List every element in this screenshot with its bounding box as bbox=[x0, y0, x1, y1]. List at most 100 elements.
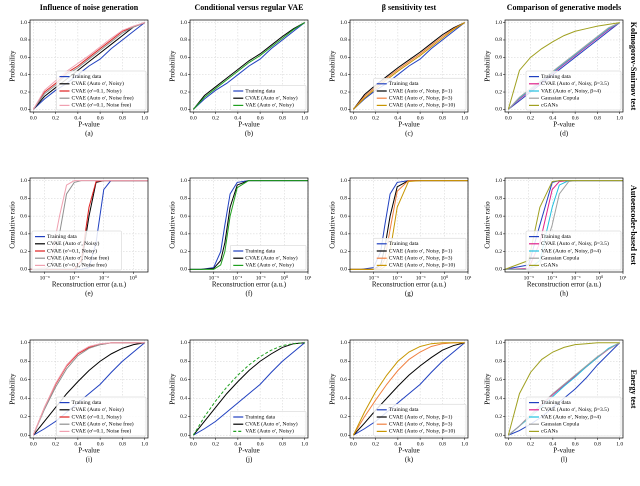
panel-label: (b) bbox=[245, 130, 254, 138]
x-axis-label: P-value bbox=[238, 121, 259, 129]
legend-label: Training data bbox=[389, 241, 419, 247]
legend-box bbox=[230, 411, 307, 437]
x-tick-label: 1.0 bbox=[141, 441, 148, 447]
y-axis-label: Probability bbox=[484, 373, 492, 405]
x-tick-label: 0.8 bbox=[439, 115, 446, 121]
series-line bbox=[32, 342, 145, 436]
y-axis-label: Probability bbox=[9, 373, 17, 405]
legend-box bbox=[525, 230, 622, 271]
x-tick-label: 10⁰ bbox=[281, 274, 290, 281]
x-tick-label: 0.8 bbox=[119, 115, 126, 121]
legend-label: CVAE (σ'=0.1, Noise free) bbox=[72, 102, 132, 109]
y-axis-label: Cumulative ratio bbox=[169, 201, 177, 249]
x-tick-label: 0.2 bbox=[527, 115, 534, 121]
x-tick-label: 1.0 bbox=[461, 115, 468, 121]
x-tick-label: 0.6 bbox=[572, 115, 579, 121]
legend-label: Training data bbox=[72, 74, 102, 80]
axes-frame bbox=[189, 177, 309, 273]
legend-label: CVAE (Auto σ', Noisy, β=1) bbox=[389, 413, 453, 420]
axes-frame bbox=[29, 19, 149, 113]
legend-box bbox=[31, 230, 122, 271]
y-tick-label: 0.8 bbox=[495, 196, 502, 202]
panel-label: (c) bbox=[405, 130, 413, 138]
x-tick-label: 0.2 bbox=[527, 441, 534, 447]
x-tick-label: 10⁰ bbox=[596, 274, 605, 281]
x-tick-label: 0.8 bbox=[279, 115, 286, 121]
y-tick-label: 0.8 bbox=[180, 37, 187, 43]
x-axis-label: P-value bbox=[553, 121, 574, 129]
axes-frame bbox=[29, 339, 149, 439]
x-tick-label: 10¹ bbox=[304, 275, 312, 281]
x-tick-label: 10⁰ bbox=[441, 274, 450, 281]
panel-label: (h) bbox=[560, 290, 569, 298]
series-line bbox=[33, 342, 145, 436]
y-axis-label: Probability bbox=[169, 50, 177, 82]
y-tick-label: 0.6 bbox=[495, 55, 502, 61]
x-tick-label: 10⁻³ bbox=[369, 275, 379, 281]
y-tick-label: 0.2 bbox=[340, 414, 347, 420]
x-tick-label: 0.2 bbox=[212, 115, 219, 121]
legend-label: VAE (Auto σ', Noisy) bbox=[245, 428, 294, 435]
legend-label: CVAE (σ'=0.1, Noisy) bbox=[72, 87, 122, 94]
x-tick-label: 0.4 bbox=[549, 441, 556, 447]
x-tick-label: 10⁻⁴ bbox=[69, 275, 79, 281]
x-tick-label: 0.0 bbox=[350, 115, 357, 121]
x-tick-label: 10⁻² bbox=[547, 275, 557, 281]
legend-label: VAE (Auto σ', Noisy, β=4) bbox=[541, 87, 601, 94]
legend-label: CVAE (Auto σ', Noisy, β=10) bbox=[389, 262, 456, 269]
y-tick-label: 1.0 bbox=[20, 20, 27, 26]
panel-label: (e) bbox=[85, 290, 93, 298]
y-tick-label: 0.8 bbox=[20, 359, 27, 365]
series-line bbox=[32, 22, 145, 110]
y-tick-label: 0.4 bbox=[20, 396, 27, 402]
x-tick-label: 0.2 bbox=[212, 441, 219, 447]
x-tick-label: 0.6 bbox=[417, 441, 424, 447]
series-line bbox=[352, 22, 465, 110]
axes-frame bbox=[504, 177, 624, 273]
y-tick-label: 0.0 bbox=[495, 107, 502, 113]
y-tick-label: 0.0 bbox=[495, 267, 502, 273]
x-tick-label: 10⁻¹ bbox=[256, 275, 266, 281]
series-line bbox=[192, 342, 305, 436]
x-axis-label: P-value bbox=[238, 447, 259, 455]
x-tick-label: 0.0 bbox=[505, 115, 512, 121]
y-tick-label: 0.8 bbox=[180, 196, 187, 202]
y-tick-label: 0.6 bbox=[340, 213, 347, 219]
y-tick-label: 1.0 bbox=[180, 340, 187, 346]
y-tick-label: 0.2 bbox=[495, 414, 502, 420]
legend-label: CVAE (σ'=0.1, Noisy) bbox=[47, 247, 97, 254]
legend-label: Training data bbox=[245, 248, 275, 254]
y-tick-label: 1.0 bbox=[180, 20, 187, 26]
y-tick-label: 0.2 bbox=[180, 89, 187, 95]
x-tick-label: 1.0 bbox=[301, 115, 308, 121]
y-tick-label: 1.0 bbox=[495, 340, 502, 346]
x-tick-label: 0.2 bbox=[52, 115, 59, 121]
axes-frame bbox=[349, 177, 469, 273]
y-tick-label: 0.4 bbox=[340, 231, 347, 237]
y-tick-label: 0.8 bbox=[340, 196, 347, 202]
y-tick-label: 0.6 bbox=[20, 377, 27, 383]
series-line bbox=[192, 342, 305, 436]
series-line bbox=[192, 22, 305, 110]
legend-label: VAE (Auto σ', Noisy, β=4) bbox=[541, 413, 601, 420]
legend-label: CVAE (Auto σ', Noisy, β=3.5) bbox=[541, 80, 609, 87]
x-tick-label: 0.4 bbox=[394, 115, 401, 121]
series-line bbox=[190, 180, 308, 270]
x-axis-label: P-value bbox=[78, 121, 99, 129]
series-line bbox=[32, 342, 145, 436]
column-title: Influence of noise generation bbox=[40, 3, 139, 12]
series-line bbox=[32, 22, 145, 110]
series-line bbox=[352, 342, 465, 436]
legend-label: Training data bbox=[245, 414, 275, 420]
x-tick-label: 0.4 bbox=[74, 441, 81, 447]
y-tick-label: 0.0 bbox=[340, 267, 347, 273]
axes-frame bbox=[29, 177, 149, 273]
x-tick-label: 0.0 bbox=[30, 115, 37, 121]
legend-label: CVAE (Auto σ', Noisy, β=10) bbox=[389, 102, 456, 109]
y-tick-label: 0.4 bbox=[180, 396, 187, 402]
y-axis-label: Cumulative ratio bbox=[9, 201, 17, 249]
axes-frame bbox=[189, 339, 309, 439]
axes-frame bbox=[349, 19, 469, 113]
series-line bbox=[193, 342, 305, 436]
